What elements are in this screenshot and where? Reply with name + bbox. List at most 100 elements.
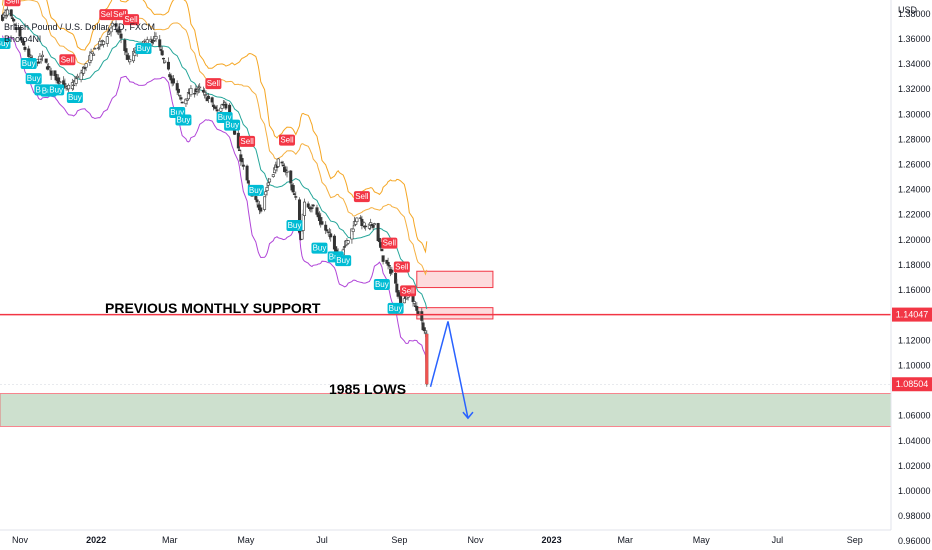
time-tick-label: Nov <box>467 535 484 545</box>
candle-body <box>206 95 210 99</box>
buy-signal: Buy <box>25 73 42 85</box>
candle-body <box>161 57 165 60</box>
buy-signal: Buy <box>224 119 241 131</box>
buy-signal-label: Buy <box>137 44 151 53</box>
candle-body <box>424 330 428 334</box>
candle-body <box>110 22 114 27</box>
buy-signal-label: Buy <box>68 93 82 102</box>
sell-signal-box <box>205 78 222 90</box>
price-tick-label: 1.38000 <box>898 9 931 19</box>
candle-body <box>310 207 314 209</box>
chart-title: British Pound / U.S. Dollar, 1D, FXCM <box>4 22 155 32</box>
candle-body <box>342 246 346 248</box>
buy-signal-box <box>25 73 42 85</box>
candle-body <box>204 93 208 96</box>
price-axis[interactable]: USD 1.38000 1.36000 1.34000 1.32000 1.30000 1… <box>890 0 931 546</box>
candle-body <box>280 161 284 164</box>
buy-signal-label: Buy <box>249 186 263 195</box>
time-tick-label: Sep <box>391 535 407 545</box>
sell-signal-label: Sell <box>207 79 221 88</box>
sell-signal-label: Sell <box>61 55 75 64</box>
lows-annotation: 1985 LOWS <box>329 381 406 397</box>
buy-signal-box <box>286 220 303 232</box>
candle-body <box>12 18 16 22</box>
candle-body <box>266 182 270 186</box>
price-tick-label: 1.22000 <box>898 210 931 220</box>
candle-body <box>39 58 43 61</box>
candle-body <box>364 225 368 228</box>
candle-body <box>82 67 86 74</box>
buy-signal-box <box>224 119 241 131</box>
support-price-label: 1.14047 <box>896 310 929 320</box>
levels-layer: 1.14047 1.08504 <box>0 307 932 392</box>
sell-signal-label: Sell <box>383 239 397 248</box>
candle-body <box>215 109 219 112</box>
candle-body <box>160 50 164 56</box>
candle-body <box>300 230 304 240</box>
sell-signal-label: Sell <box>101 10 115 19</box>
candle-body <box>75 75 79 78</box>
price-tick-label: 1.20000 <box>898 235 931 245</box>
sell-signal: Sell <box>400 285 417 297</box>
price-tick-label: 0.96000 <box>898 536 931 546</box>
candle-body <box>180 101 184 104</box>
buy-signal: Buy <box>0 37 11 49</box>
buy-signal-label: Buy <box>0 39 9 48</box>
sell-signal: Sell <box>279 134 296 146</box>
candles-layer <box>0 6 429 387</box>
candle-body <box>179 97 183 100</box>
sell-signal-box <box>123 14 140 26</box>
supply-zone <box>416 307 494 320</box>
candle-body <box>22 40 26 46</box>
signals-layer: Buy Sell Buy Buy Buy Buy Buy Sell Buy Sell Sell Sel… <box>0 0 417 314</box>
candle-body <box>415 306 419 311</box>
candle-body <box>386 261 390 266</box>
candle-body <box>264 191 268 196</box>
candle-body <box>92 53 96 56</box>
candle-body <box>211 104 215 107</box>
candle-body <box>214 106 218 109</box>
buy-signal: Buy <box>311 242 328 254</box>
candle-body <box>381 255 385 262</box>
time-axis[interactable]: Nov 2022 Mar May Jul Sep Nov 2023 Mar May Jul Sep <box>0 529 891 545</box>
candle-body <box>105 36 109 44</box>
candle-body <box>114 23 118 27</box>
buy-signal-label: Buy <box>225 121 239 130</box>
lows-zone <box>0 393 892 427</box>
buy-signal-box <box>247 184 264 196</box>
candle-body <box>293 193 297 195</box>
price-tick-label: 1.34000 <box>898 59 931 69</box>
buy-signal-label: Buy <box>389 304 403 313</box>
candle-body <box>245 165 249 181</box>
buy-signal-box <box>175 114 192 126</box>
sell-signal-label: Sell <box>124 15 138 24</box>
candle-body <box>97 47 101 49</box>
buy-signal-box <box>387 302 404 314</box>
buy-signal-box <box>335 255 352 267</box>
candle-body <box>302 201 306 216</box>
candle-body <box>154 36 158 40</box>
candle-body <box>351 228 355 232</box>
candle-body <box>329 233 333 238</box>
candle-body <box>58 81 62 84</box>
sell-signal-box <box>239 135 256 147</box>
time-tick-label: 2023 <box>542 535 562 545</box>
price-tick-label: 1.18000 <box>898 260 931 270</box>
candle-body <box>380 248 384 252</box>
buy-signal-box <box>48 84 65 96</box>
buy-signal-label: Buy <box>313 244 327 253</box>
candle-body <box>271 174 275 177</box>
candle-body <box>44 58 48 63</box>
price-tick-label: 0.98000 <box>898 511 931 521</box>
candle-body <box>285 170 289 173</box>
last-candle-body <box>425 334 429 385</box>
candle-body <box>210 97 214 103</box>
candle-body <box>74 78 78 84</box>
candle-body <box>281 164 285 167</box>
time-tick-label: Mar <box>617 535 633 545</box>
candle-body <box>390 269 394 273</box>
candle-body <box>178 94 182 97</box>
candle-body <box>246 180 250 184</box>
